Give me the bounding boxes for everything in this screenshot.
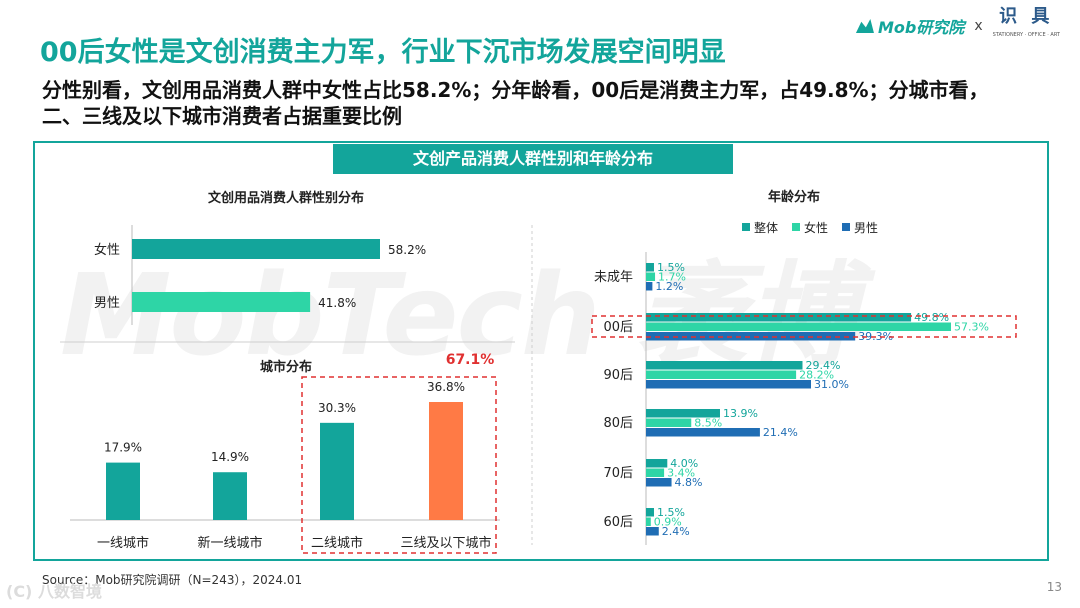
city-category-label: 新一线城市 bbox=[197, 535, 262, 551]
age-data-label: 57.3% bbox=[954, 321, 989, 334]
panel-header: 文创产品消费人群性别和年龄分布 bbox=[333, 144, 733, 174]
city-data-label: 17.9% bbox=[104, 441, 142, 455]
partner-tagline: STATIONERY · OFFICE · ART bbox=[992, 32, 1060, 38]
age-legend-label: 女性 bbox=[804, 220, 828, 235]
corner-watermark: (C) 八数智境 bbox=[6, 582, 102, 601]
age-data-label: 4.8% bbox=[675, 476, 703, 489]
age-bar bbox=[646, 517, 651, 526]
city-highlight-box bbox=[301, 376, 497, 554]
age-data-label: 4.0% bbox=[670, 457, 698, 470]
brand-separator: x bbox=[974, 18, 983, 34]
gender-data-label: 41.8% bbox=[318, 296, 356, 310]
age-legend-swatch bbox=[842, 223, 850, 231]
gender-category-label: 女性 bbox=[94, 242, 120, 258]
age-data-label: 1.2% bbox=[655, 280, 683, 293]
age-bar bbox=[646, 468, 665, 477]
age-data-label: 49.8% bbox=[914, 311, 949, 324]
age-data-label: 1.7% bbox=[658, 271, 686, 284]
age-highlight-box bbox=[591, 315, 1017, 338]
city-bar bbox=[106, 462, 140, 520]
age-bar bbox=[646, 322, 951, 331]
age-data-label: 3.4% bbox=[667, 467, 695, 480]
age-bar bbox=[646, 409, 720, 418]
brand-header: Mob研究院 x 识 具 STATIONERY · OFFICE · ART bbox=[855, 8, 1060, 44]
gender-category-label: 男性 bbox=[94, 296, 120, 311]
city-category-label: 一线城市 bbox=[97, 535, 149, 551]
age-bar bbox=[646, 428, 760, 437]
age-legend-swatch bbox=[792, 223, 800, 231]
city-chart-title: 城市分布 bbox=[260, 359, 312, 375]
age-category-label: 70后 bbox=[603, 466, 633, 481]
age-data-label: 31.0% bbox=[814, 378, 849, 391]
age-data-label: 28.2% bbox=[799, 369, 834, 382]
age-legend-swatch bbox=[742, 223, 750, 231]
age-bar bbox=[646, 418, 692, 427]
age-data-label: 21.4% bbox=[763, 426, 798, 439]
age-data-label: 29.4% bbox=[805, 359, 840, 372]
age-chart-title: 年龄分布 bbox=[768, 189, 820, 205]
gender-data-label: 58.2% bbox=[388, 243, 426, 257]
age-bar bbox=[646, 282, 653, 291]
age-bar bbox=[646, 332, 856, 341]
chart-panel bbox=[33, 141, 1049, 561]
city-category-label: 三线及以下城市 bbox=[400, 535, 491, 551]
age-legend-label: 整体 bbox=[754, 220, 778, 235]
age-bar bbox=[646, 361, 803, 370]
age-bar bbox=[646, 313, 912, 322]
partner-logo: 识 具 STATIONERY · OFFICE · ART bbox=[993, 8, 1060, 44]
page-subtitle: 分性别看，文创用品消费人群中女性占比58.2%；分年龄看，00后是消费主力军，占… bbox=[42, 78, 989, 128]
city-data-label: 14.9% bbox=[211, 450, 249, 464]
age-bar bbox=[646, 370, 797, 379]
brand-name: Mob研究院 bbox=[877, 18, 965, 37]
gender-bar bbox=[132, 292, 311, 312]
city-highlight-label: 67.1% bbox=[446, 352, 495, 368]
age-category-label: 未成年 bbox=[594, 270, 633, 285]
age-bar bbox=[646, 527, 659, 536]
age-category-label: 60后 bbox=[603, 515, 633, 530]
age-bar bbox=[646, 508, 654, 517]
age-category-label: 80后 bbox=[603, 416, 633, 431]
partner-name: 识 具 bbox=[999, 6, 1054, 27]
age-data-label: 1.5% bbox=[657, 506, 685, 519]
age-bar bbox=[646, 380, 812, 389]
age-bar bbox=[646, 478, 672, 487]
age-legend-label: 男性 bbox=[854, 221, 878, 235]
page-number: 13 bbox=[1046, 580, 1062, 594]
age-data-label: 8.5% bbox=[694, 417, 722, 430]
gender-chart-title: 文创用品消费人群性别分布 bbox=[208, 190, 364, 206]
city-data-label: 30.3% bbox=[318, 401, 356, 415]
age-category-label: 90后 bbox=[603, 368, 633, 383]
age-bar bbox=[646, 272, 656, 281]
age-data-label: 2.4% bbox=[662, 525, 690, 538]
city-category-label: 二线城市 bbox=[311, 535, 363, 551]
city-bar bbox=[320, 422, 354, 520]
age-data-label: 0.9% bbox=[654, 516, 682, 529]
source-note: Source：Mob研究院调研（N=243），2024.01 bbox=[42, 573, 303, 587]
age-data-label: 1.5% bbox=[657, 261, 685, 274]
age-bar bbox=[646, 263, 654, 272]
gender-bar bbox=[132, 239, 380, 259]
age-bar bbox=[646, 459, 668, 468]
page-title: 00后女性是文创消费主力军，行业下沉市场发展空间明显 bbox=[40, 37, 726, 68]
city-bar bbox=[213, 472, 247, 520]
mob-logo: Mob研究院 bbox=[855, 14, 965, 38]
city-bar bbox=[429, 402, 463, 520]
age-data-label: 13.9% bbox=[723, 407, 758, 420]
city-data-label: 36.8% bbox=[427, 380, 465, 394]
age-category-label: 00后 bbox=[603, 320, 633, 335]
